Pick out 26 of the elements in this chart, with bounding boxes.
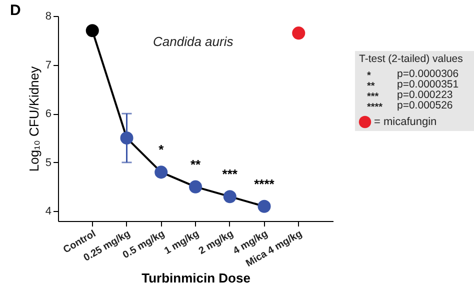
legend-label: = micafungin [374, 116, 437, 128]
point [223, 190, 236, 204]
annotation: * [158, 142, 165, 158]
text: **** p=0.000526 [367, 100, 453, 113]
point [292, 26, 306, 40]
annotation: Candida auris [153, 34, 234, 49]
y-tick-label: 6 [45, 108, 52, 120]
text: D [10, 2, 21, 19]
y-axis-title: Log₁₀ CFU/Kidney [26, 66, 42, 172]
x-axis-title: Turbinmicin Dose [142, 270, 250, 286]
y-tick-label: 8 [45, 10, 52, 22]
point [258, 200, 271, 213]
text: * p=0.0000306 [367, 68, 459, 82]
point [86, 24, 99, 38]
annotation: *** [222, 166, 238, 182]
y-tick-label: 4 [45, 206, 52, 218]
point [154, 166, 168, 179]
text: *** p=0.000223 [367, 89, 453, 102]
annotation: **** [254, 176, 276, 192]
y-tick-label: 5 [45, 156, 52, 169]
point [188, 180, 202, 194]
text: ** p=0.0000351 [367, 78, 459, 92]
point [120, 132, 134, 145]
annotation: ** [190, 156, 202, 172]
y-tick-label: 7 [45, 59, 52, 72]
legend-title: T-test (2-tailed) values [359, 53, 463, 65]
